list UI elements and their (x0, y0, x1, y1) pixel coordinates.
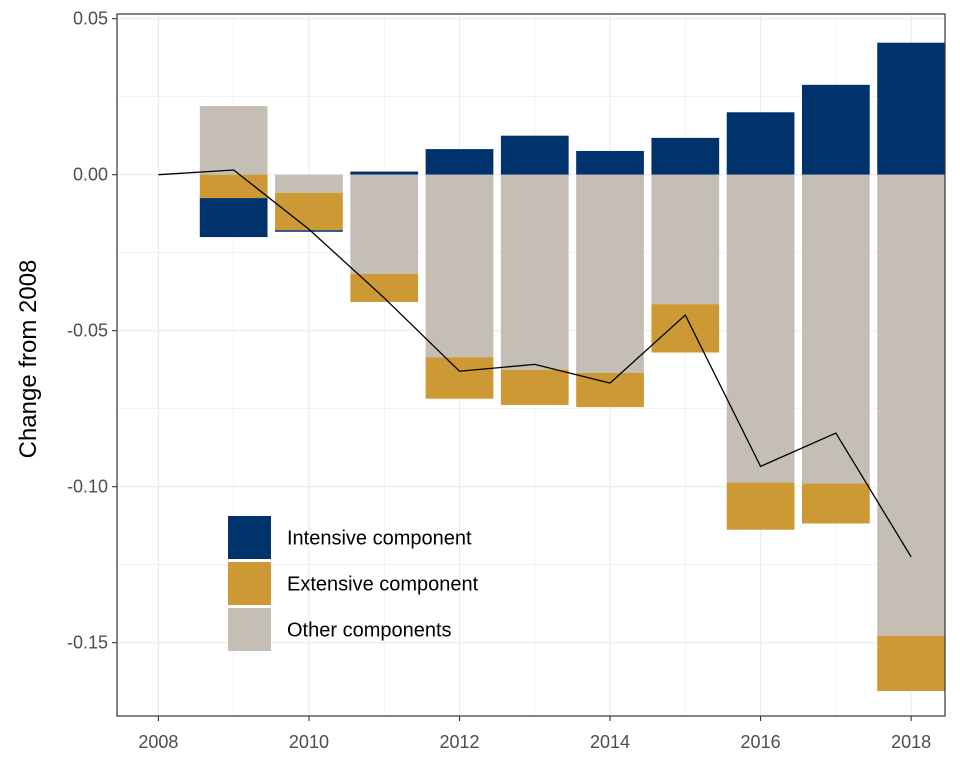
y-tick-label: -0.05 (67, 321, 108, 341)
bar-segment-2011-other (350, 174, 419, 274)
bar-segments (199, 42, 945, 692)
bar-segment-2014-other (576, 174, 644, 373)
bar-segment-2010-extensive (275, 192, 343, 231)
bar-segment-2016-intensive (726, 112, 795, 175)
legend-label: Other components (287, 620, 452, 642)
legend-key-other (228, 608, 271, 651)
bar-segment-2018-other (877, 174, 945, 636)
bar-segment-2016-other (726, 174, 795, 483)
y-axis-title: Change from 2008 (15, 260, 42, 459)
bar-segment-2012-other (425, 174, 494, 358)
bar-segment-2012-intensive (425, 149, 494, 175)
x-tick-label: 2016 (741, 732, 781, 752)
bar-segment-2010-intensive (275, 230, 343, 232)
total-change-polyline (158, 169, 912, 558)
x-tick-label: 2018 (891, 732, 931, 752)
x-tick-label: 2010 (289, 732, 329, 752)
legend-label: Extensive component (287, 574, 479, 596)
legend-label: Intensive component (287, 528, 472, 550)
legend-key-intensive (228, 516, 271, 559)
y-tick-label: 0.05 (73, 9, 108, 29)
bar-segment-2016-extensive (726, 482, 795, 530)
bar-segment-2013-intensive (500, 135, 569, 175)
bar-segment-2017-intensive (801, 84, 870, 175)
bar-segment-2015-extensive (651, 304, 720, 353)
bar-segment-2017-extensive (801, 483, 870, 524)
legend-key-extensive (228, 562, 271, 605)
bar-segment-2011-intensive (350, 171, 419, 175)
bar-segment-2009-extensive (199, 174, 268, 199)
legend: Intensive component Extensive component Ot… (228, 516, 479, 651)
bar-segment-2014-extensive (576, 372, 644, 408)
axes: 0.05 0.00 -0.05 -0.10 -0.15 2008 2010 2012 2014 2… (67, 9, 931, 752)
panel-border (116, 13, 946, 717)
bar-segment-2012-extensive (425, 357, 494, 399)
bar-segment-2014-intensive (576, 150, 644, 175)
x-tick-label: 2008 (138, 732, 178, 752)
y-tick-label: 0.00 (73, 165, 108, 185)
bar-segment-2010-other (275, 174, 343, 193)
bar-segment-2013-extensive (500, 369, 569, 405)
x-tick-label: 2012 (439, 732, 479, 752)
bar-segment-2017-other (801, 174, 870, 484)
total-change-line (158, 169, 912, 558)
bar-segment-2018-extensive (877, 635, 945, 692)
bar-segment-2015-intensive (651, 137, 720, 175)
bar-segment-2009-intensive (199, 198, 268, 238)
x-tick-label: 2014 (590, 732, 630, 752)
bar-segment-2015-other (651, 174, 720, 305)
bar-segment-2018-intensive (877, 42, 945, 175)
bar-segment-2009-other (199, 106, 268, 175)
y-tick-label: -0.10 (67, 477, 108, 497)
bar-segment-2013-other (500, 174, 569, 370)
y-tick-label: -0.15 (67, 633, 108, 653)
